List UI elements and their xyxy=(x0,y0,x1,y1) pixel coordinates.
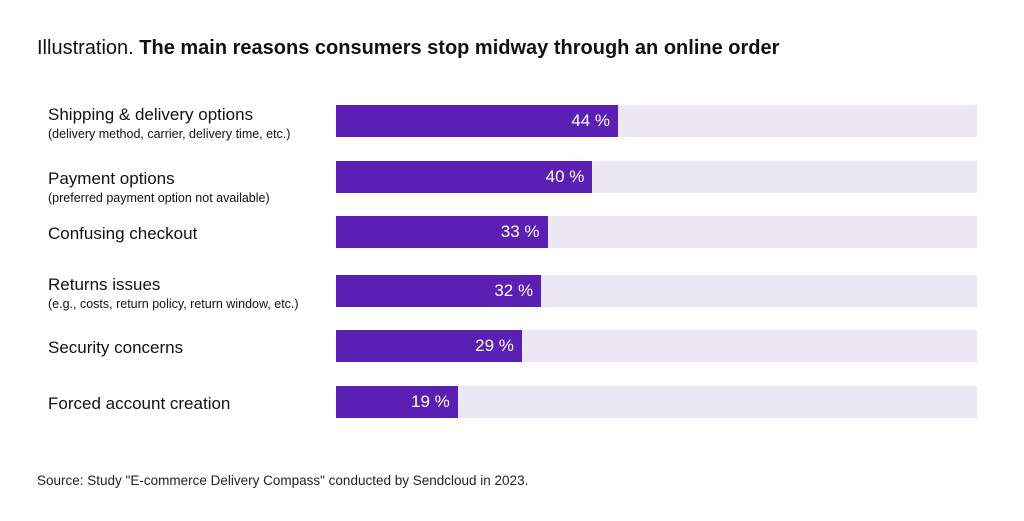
category-name: Returns issues xyxy=(48,275,161,294)
category-name: Confusing checkout xyxy=(48,224,198,243)
bar: 32 % xyxy=(336,275,542,307)
title-prefix: Illustration. xyxy=(37,37,134,59)
bar: 29 % xyxy=(336,330,522,362)
bar-track: 29 % xyxy=(336,330,977,362)
data-label: 19 % xyxy=(411,392,450,411)
category-name: Forced account creation xyxy=(48,394,231,413)
data-label: 40 % xyxy=(545,167,585,186)
data-label: 44 % xyxy=(571,111,610,130)
category-label: Confusing checkout xyxy=(48,224,197,244)
category-subtitle: (delivery method, carrier, delivery time… xyxy=(48,127,291,141)
category-label: Returns issues (e.g., costs, return polic… xyxy=(48,275,299,312)
category-name: Shipping & delivery options xyxy=(48,105,254,124)
bar-track: 40 % xyxy=(336,161,977,193)
category-label: Payment options (preferred payment option… xyxy=(48,169,270,206)
category-label: Security concerns xyxy=(48,338,183,358)
bar: 44 % xyxy=(336,105,618,137)
title-main: The main reasons consumers stop midway t… xyxy=(139,37,780,59)
bar: 40 % xyxy=(336,161,593,193)
bar-track: 33 % xyxy=(336,216,977,248)
category-label: Forced account creation xyxy=(48,394,230,414)
bar-track: 44 % xyxy=(336,105,977,137)
source-note: Source: Study "E-commerce Delivery Compa… xyxy=(37,473,529,488)
category-name: Security concerns xyxy=(48,338,184,357)
chart-title: Illustration. The main reasons consumers… xyxy=(37,35,779,61)
bar: 33 % xyxy=(336,216,548,248)
bar-track: 32 % xyxy=(336,275,977,307)
category-label: Shipping & delivery options (delivery met… xyxy=(48,105,290,142)
category-subtitle: (preferred payment option not available) xyxy=(48,191,270,205)
data-label: 29 % xyxy=(475,336,514,355)
data-label: 33 % xyxy=(500,222,540,241)
bar-track: 19 % xyxy=(336,386,977,418)
category-name: Payment options xyxy=(48,169,175,188)
bar: 19 % xyxy=(336,386,458,418)
category-subtitle: (e.g., costs, return policy, return wind… xyxy=(48,297,299,311)
data-label: 32 % xyxy=(494,281,534,300)
